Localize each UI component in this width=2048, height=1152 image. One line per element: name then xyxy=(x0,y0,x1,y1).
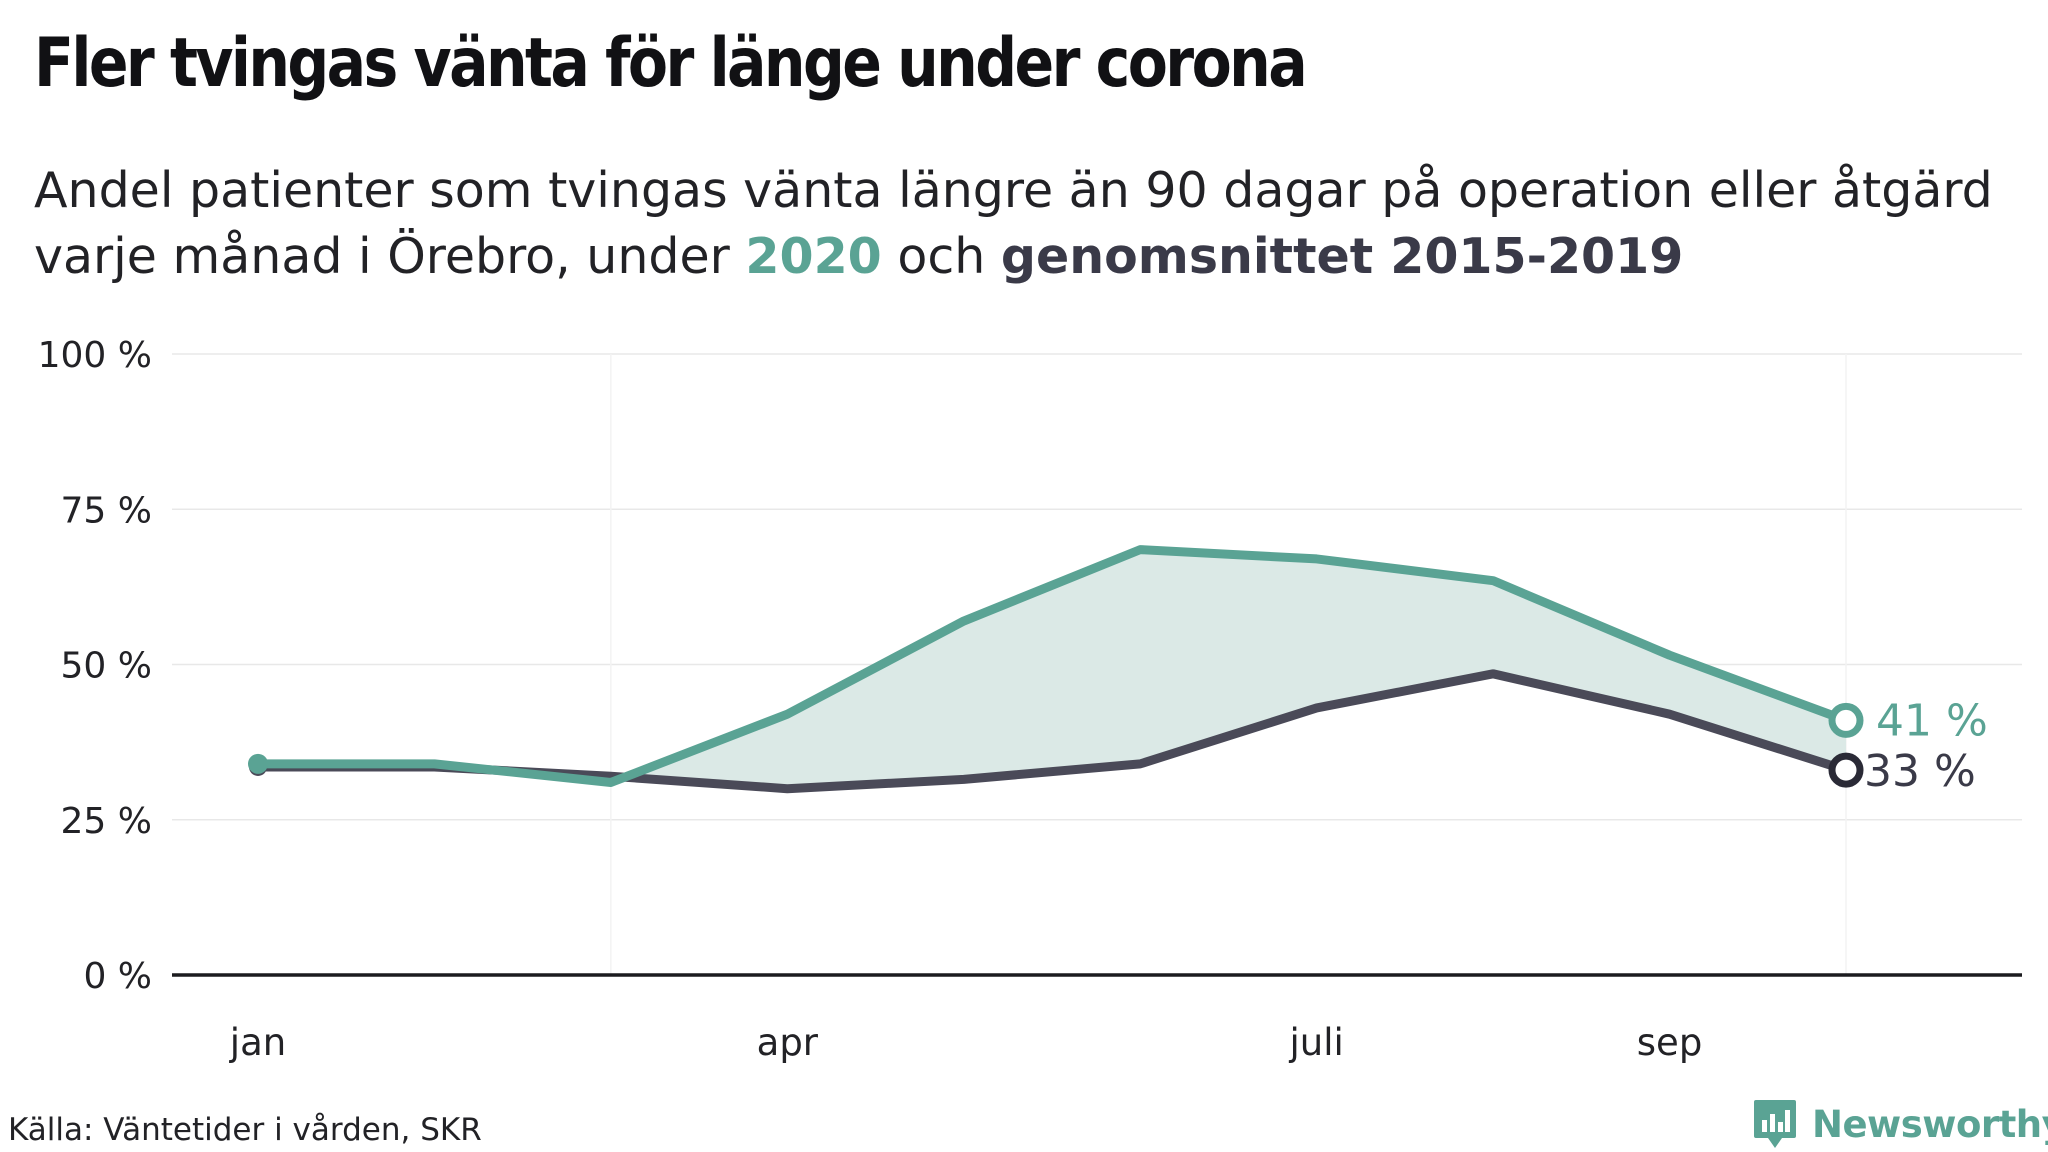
x-tick-label-sep: sep xyxy=(1637,1021,1703,1064)
series-lines xyxy=(253,545,1851,794)
y-tick-label-100: 100 % xyxy=(38,335,152,376)
end-point-average xyxy=(1828,752,1864,788)
newsworthy-logo: Newsworthy xyxy=(1752,1098,2048,1150)
source-note: Källa: Väntetider i vården, SKR xyxy=(8,1112,482,1148)
series-line-2020 xyxy=(253,545,1851,787)
end-label-2020: 41 % xyxy=(1876,695,1988,746)
chart-subtitle: Andel patienter som tvingas vänta längre… xyxy=(34,158,1993,290)
end-point-2020 xyxy=(1828,702,1864,738)
y-tick-label-0: 0 % xyxy=(83,956,152,997)
x-tick-label-jan: jan xyxy=(229,1021,286,1064)
chart-title: Fler tvingas vänta för länge under coron… xyxy=(34,24,1308,103)
subtitle-line2-middle: och xyxy=(881,228,1001,285)
y-tick-label-75: 75 % xyxy=(61,490,152,531)
y-tick-label-25: 25 % xyxy=(61,801,152,842)
x-axis-tick-labels: jan apr juli sep xyxy=(229,1021,1703,1064)
subtitle-series-average: genomsnittet 2015-2019 xyxy=(1000,228,1684,285)
x-tick-label-apr: apr xyxy=(757,1021,819,1064)
subtitle-line1: Andel patienter som tvingas vänta längre… xyxy=(34,162,1993,219)
area-between-series xyxy=(258,549,1846,789)
end-label-average: 33 % xyxy=(1864,746,1976,797)
series-endpoints: 41 %33 % xyxy=(248,695,1988,797)
logo-text: Newsworthy xyxy=(1812,1102,2048,1146)
x-tick-label-juli: juli xyxy=(1289,1021,1344,1064)
newsworthy-logo-icon xyxy=(1754,1100,1796,1148)
y-axis-tick-labels: 0 % 25 % 50 % 75 % 100 % xyxy=(38,335,152,997)
y-tick-label-50: 50 % xyxy=(61,646,152,687)
start-point-2020 xyxy=(248,753,268,774)
subtitle-series-2020: 2020 xyxy=(745,228,882,285)
subtitle-line2-prefix: varje månad i Örebro, under xyxy=(34,228,746,285)
grid-layer xyxy=(172,353,2022,975)
